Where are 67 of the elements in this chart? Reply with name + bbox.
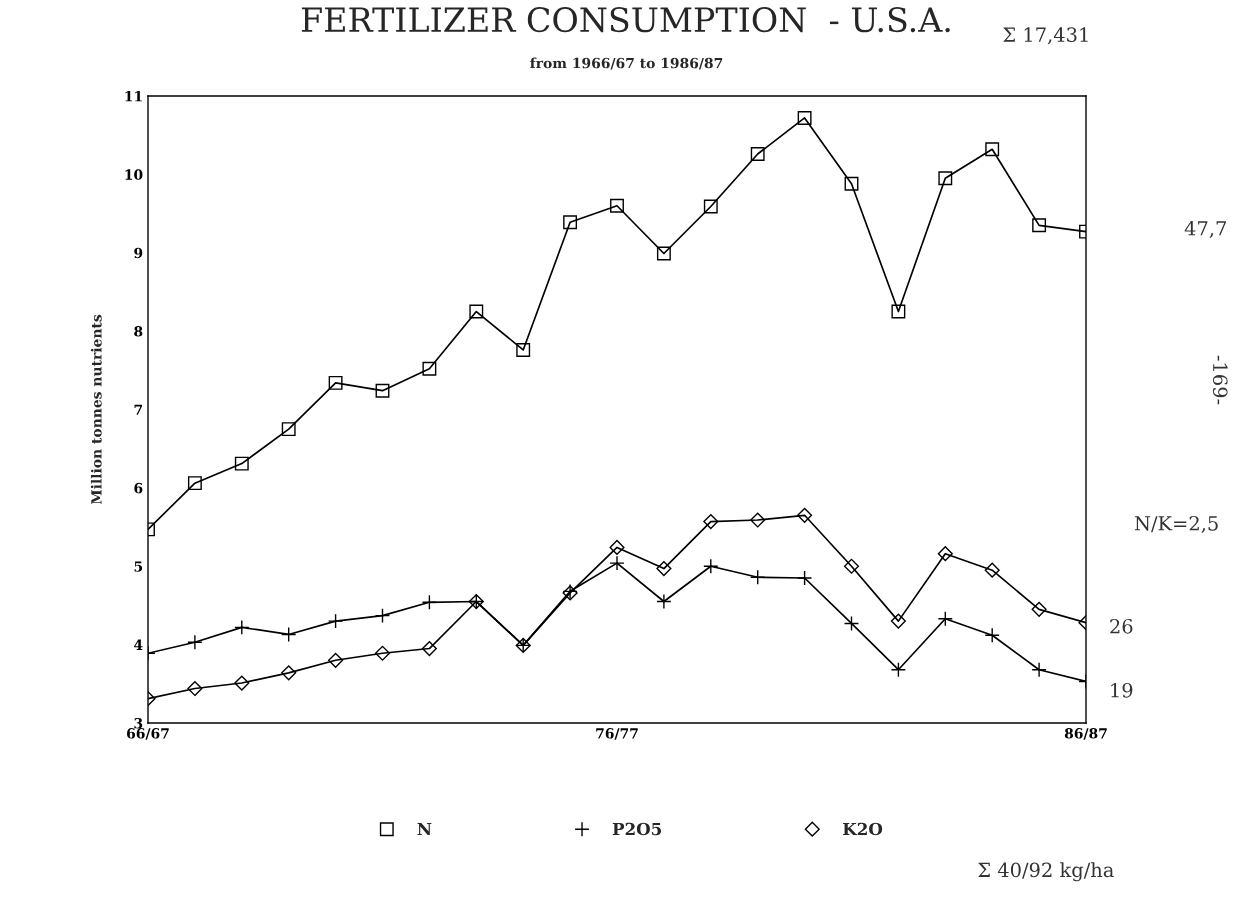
point: [796, 570, 813, 586]
point: [984, 562, 1000, 578]
point: [563, 215, 578, 230]
y-axis-title: Million tonnes nutrients: [90, 314, 102, 505]
point: [234, 456, 249, 471]
y-tick-label: 4: [134, 639, 143, 650]
text: Σ 40/92 kg/ha: [978, 862, 1114, 882]
point: [375, 383, 390, 398]
point: [328, 652, 344, 668]
y-tick-label: 9: [134, 247, 143, 259]
point: [281, 626, 297, 643]
point: [985, 142, 1000, 157]
text: 47,7: [1184, 220, 1226, 239]
point: [656, 246, 671, 261]
point: [797, 507, 813, 523]
chart-title: FERTILIZER CONSUMPTION - U.S.A.: [301, 7, 950, 33]
point: [938, 171, 953, 186]
point: [797, 111, 812, 125]
y-tick-label: 11: [125, 90, 142, 102]
text: Σ 17,431: [1003, 27, 1088, 45]
point: [703, 199, 718, 214]
point: [843, 615, 860, 632]
y-tick-label: 10: [125, 169, 143, 180]
legend-label: K2O: [843, 822, 883, 836]
text: 26: [1110, 618, 1133, 634]
point: [328, 375, 343, 390]
x-tick-label: 66/67: [127, 728, 169, 740]
point: [890, 613, 906, 629]
point: [281, 422, 296, 437]
text: -169-: [1212, 355, 1228, 405]
point: [891, 304, 906, 319]
point: [1031, 601, 1047, 617]
point: [187, 476, 202, 491]
text: 19: [1111, 682, 1133, 698]
point: [421, 640, 437, 657]
point: [609, 539, 625, 556]
x-tick-label: 86/87: [1064, 728, 1107, 740]
point: [656, 593, 672, 610]
point: [610, 198, 624, 213]
point: [750, 512, 766, 528]
legend-label: P2O5: [612, 822, 662, 836]
point: [421, 594, 438, 610]
point: [234, 675, 250, 691]
y-tick-label: 6: [134, 482, 143, 494]
legend-label: N: [417, 822, 432, 836]
point: [844, 176, 859, 191]
point: [1032, 218, 1047, 233]
point: [374, 645, 391, 661]
point: [843, 558, 860, 574]
y-tick-label: 5: [134, 561, 143, 572]
point: [937, 546, 953, 562]
point: [890, 662, 907, 678]
point: [750, 147, 765, 161]
text: N/K=2,5: [1134, 515, 1218, 534]
point: [187, 680, 203, 697]
point: [374, 607, 391, 624]
point: [281, 665, 297, 681]
point: [703, 514, 719, 530]
y-tick-label: 8: [134, 326, 143, 337]
point: [469, 304, 484, 319]
point: [656, 561, 672, 577]
y-tick-label: 7: [134, 404, 142, 415]
point: [516, 342, 531, 357]
point: [422, 361, 437, 376]
chart-subtitle: from 1966/67 to 1986/87: [530, 57, 723, 70]
y-tick-label: 3: [134, 717, 143, 729]
x-tick-label: 76/77: [596, 728, 638, 740]
